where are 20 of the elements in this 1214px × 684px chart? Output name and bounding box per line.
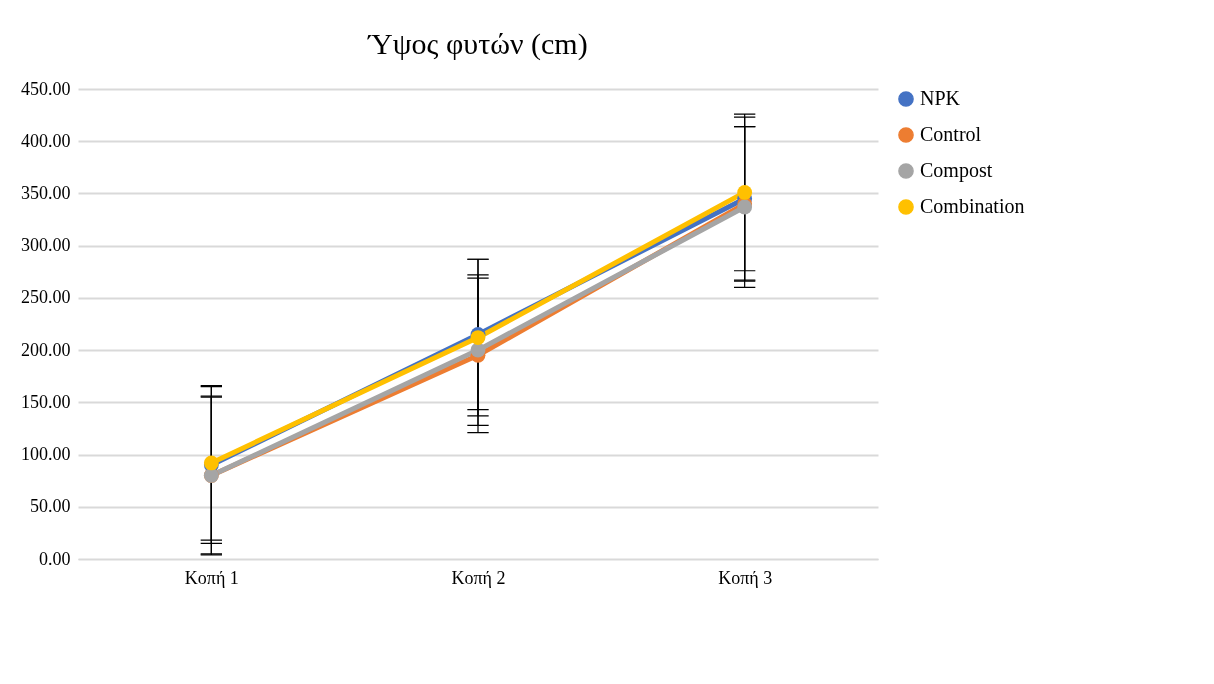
y-tick-label: 400.00 — [21, 130, 71, 151]
y-tick-label: 300.00 — [21, 235, 71, 256]
legend-label: Compost — [920, 159, 993, 182]
y-tick-label: 50.00 — [30, 496, 71, 517]
point — [737, 185, 753, 200]
y-tick-label: 100.00 — [21, 444, 71, 465]
y-tick-label: 0.00 — [39, 548, 71, 569]
y-tick-label: 350.00 — [21, 182, 71, 203]
x-tick-label: Κοπή 1 — [184, 567, 239, 588]
legend-label: NPK — [920, 87, 961, 109]
y-tick-label: 450.00 — [21, 78, 71, 99]
point — [470, 342, 486, 358]
chart-title: Ύψος φυτών (cm) — [367, 27, 588, 61]
y-tick-label: 250.00 — [21, 287, 71, 308]
legend-label: Control — [920, 123, 982, 145]
x-tick-label: Κοπή 2 — [451, 567, 506, 588]
y-tick-label: 150.00 — [21, 391, 71, 412]
y-tick-label: 200.00 — [21, 339, 71, 360]
x-tick-label: Κοπή 3 — [718, 567, 773, 588]
legend-label: Combination — [920, 195, 1025, 217]
